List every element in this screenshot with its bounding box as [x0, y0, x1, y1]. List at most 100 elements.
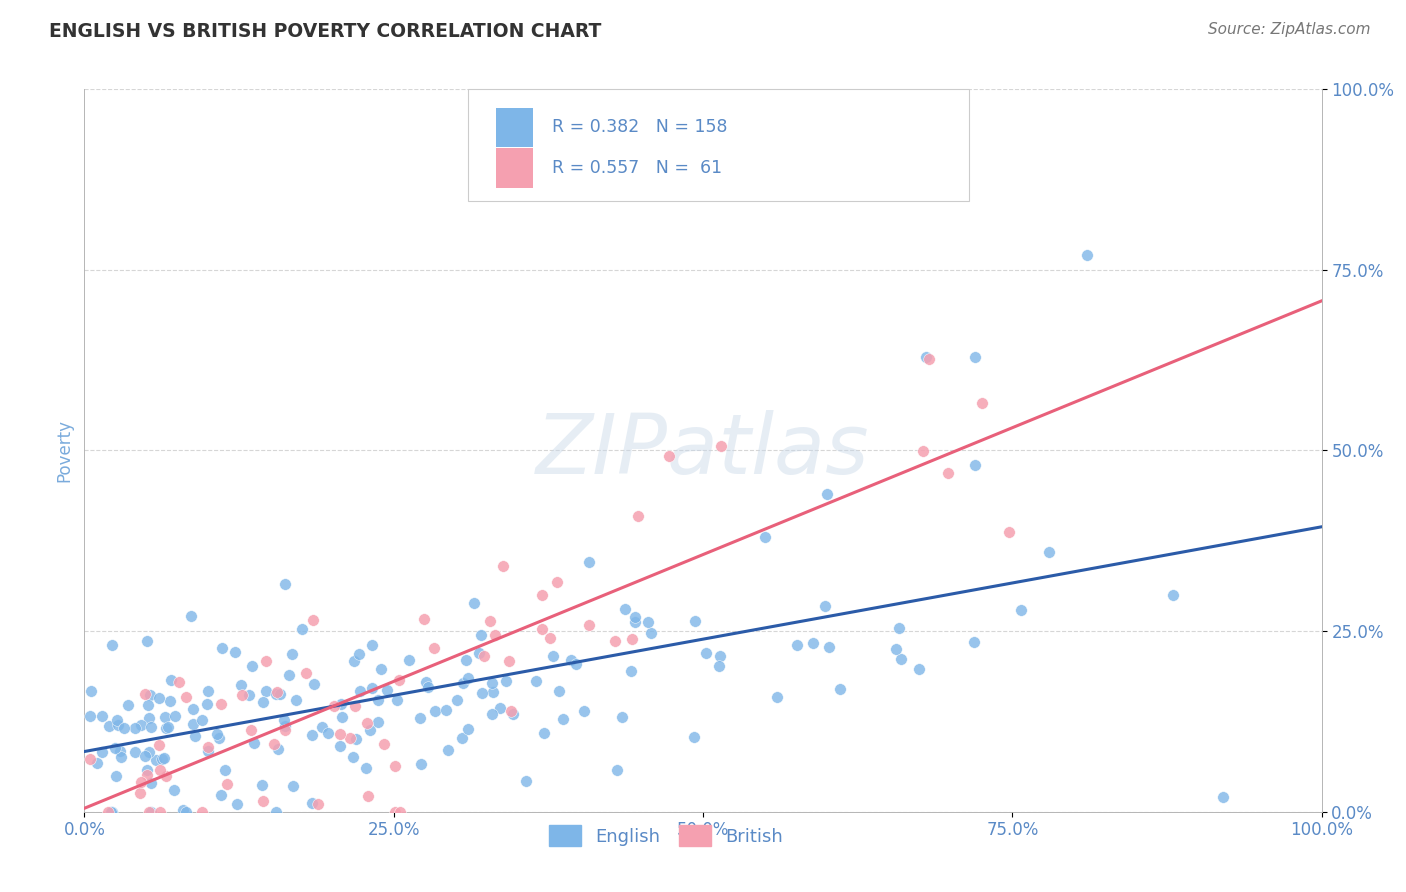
Point [565, 657, 588, 671]
Point [110, 750, 132, 764]
Point [211, 641, 233, 656]
Point [332, 709, 354, 723]
Point [163, 709, 186, 723]
Point [100, 638, 122, 652]
Point [415, 674, 437, 689]
Point [354, 761, 377, 775]
Point [295, 666, 318, 681]
Point [229, 678, 252, 692]
Point [356, 716, 378, 731]
Y-axis label: Poverty: Poverty [55, 419, 73, 482]
Point [197, 684, 219, 698]
Point [238, 688, 260, 702]
Point [252, 794, 274, 808]
Point [80, 683, 103, 698]
Point [347, 647, 370, 661]
Point [907, 662, 929, 676]
Point [100, 805, 122, 819]
Point [105, 769, 128, 783]
Point [801, 636, 824, 650]
Point [252, 695, 274, 709]
Point [610, 710, 633, 724]
Point [621, 632, 644, 647]
Point [267, 742, 290, 756]
Text: R = 0.382   N = 158: R = 0.382 N = 158 [553, 119, 727, 136]
Point [316, 726, 339, 740]
Point [172, 803, 194, 817]
Point [388, 673, 411, 687]
Point [330, 697, 353, 711]
Point [79, 752, 101, 766]
Point [640, 626, 662, 640]
Point [533, 726, 555, 740]
Point [101, 805, 124, 819]
Point [481, 706, 503, 721]
Point [307, 797, 329, 811]
Point [560, 653, 582, 667]
Point [489, 701, 512, 715]
Point [112, 721, 135, 735]
FancyBboxPatch shape [468, 89, 969, 202]
Point [176, 690, 198, 704]
Point [502, 706, 524, 721]
Point [357, 789, 380, 803]
Point [411, 757, 433, 772]
Point [239, 723, 262, 738]
Point [884, 642, 907, 657]
Point [914, 350, 936, 364]
Point [231, 688, 253, 702]
Point [603, 633, 626, 648]
Point [149, 764, 172, 778]
Point [274, 719, 297, 733]
Point [149, 805, 172, 819]
Point [471, 686, 494, 700]
Point [197, 744, 219, 758]
Point [349, 683, 371, 698]
Point [451, 731, 474, 745]
Bar [496, 148, 533, 188]
Point [159, 673, 181, 687]
Point [409, 711, 432, 725]
Point [254, 684, 277, 698]
Point [418, 680, 440, 694]
Point [965, 350, 987, 364]
Point [304, 677, 326, 691]
Point [1161, 588, 1184, 602]
Point [90, 709, 112, 723]
Point [384, 805, 406, 819]
Point [273, 713, 295, 727]
Point [322, 698, 344, 713]
Point [361, 681, 384, 695]
Point [623, 610, 645, 624]
Point [367, 693, 389, 707]
Point [167, 675, 190, 690]
Point [492, 559, 515, 574]
Point [481, 675, 503, 690]
Point [359, 723, 381, 737]
Point [343, 654, 366, 668]
Point [1038, 544, 1060, 558]
Point [423, 641, 446, 656]
Point [105, 714, 128, 728]
Point [370, 662, 392, 676]
Point [472, 648, 495, 663]
Point [470, 628, 492, 642]
Text: ZIPatlas: ZIPatlas [536, 410, 870, 491]
Point [163, 782, 186, 797]
Point [266, 684, 288, 698]
Point [136, 634, 159, 648]
Point [484, 628, 506, 642]
Point [264, 805, 287, 819]
Point [478, 615, 501, 629]
Point [124, 721, 146, 735]
Point [91, 745, 114, 759]
Point [107, 718, 129, 732]
Point [911, 444, 934, 458]
Point [342, 749, 364, 764]
Point [965, 458, 987, 472]
Point [180, 609, 202, 624]
Point [388, 805, 411, 819]
Point [658, 449, 681, 463]
Point [754, 530, 776, 544]
Point [1212, 790, 1234, 805]
